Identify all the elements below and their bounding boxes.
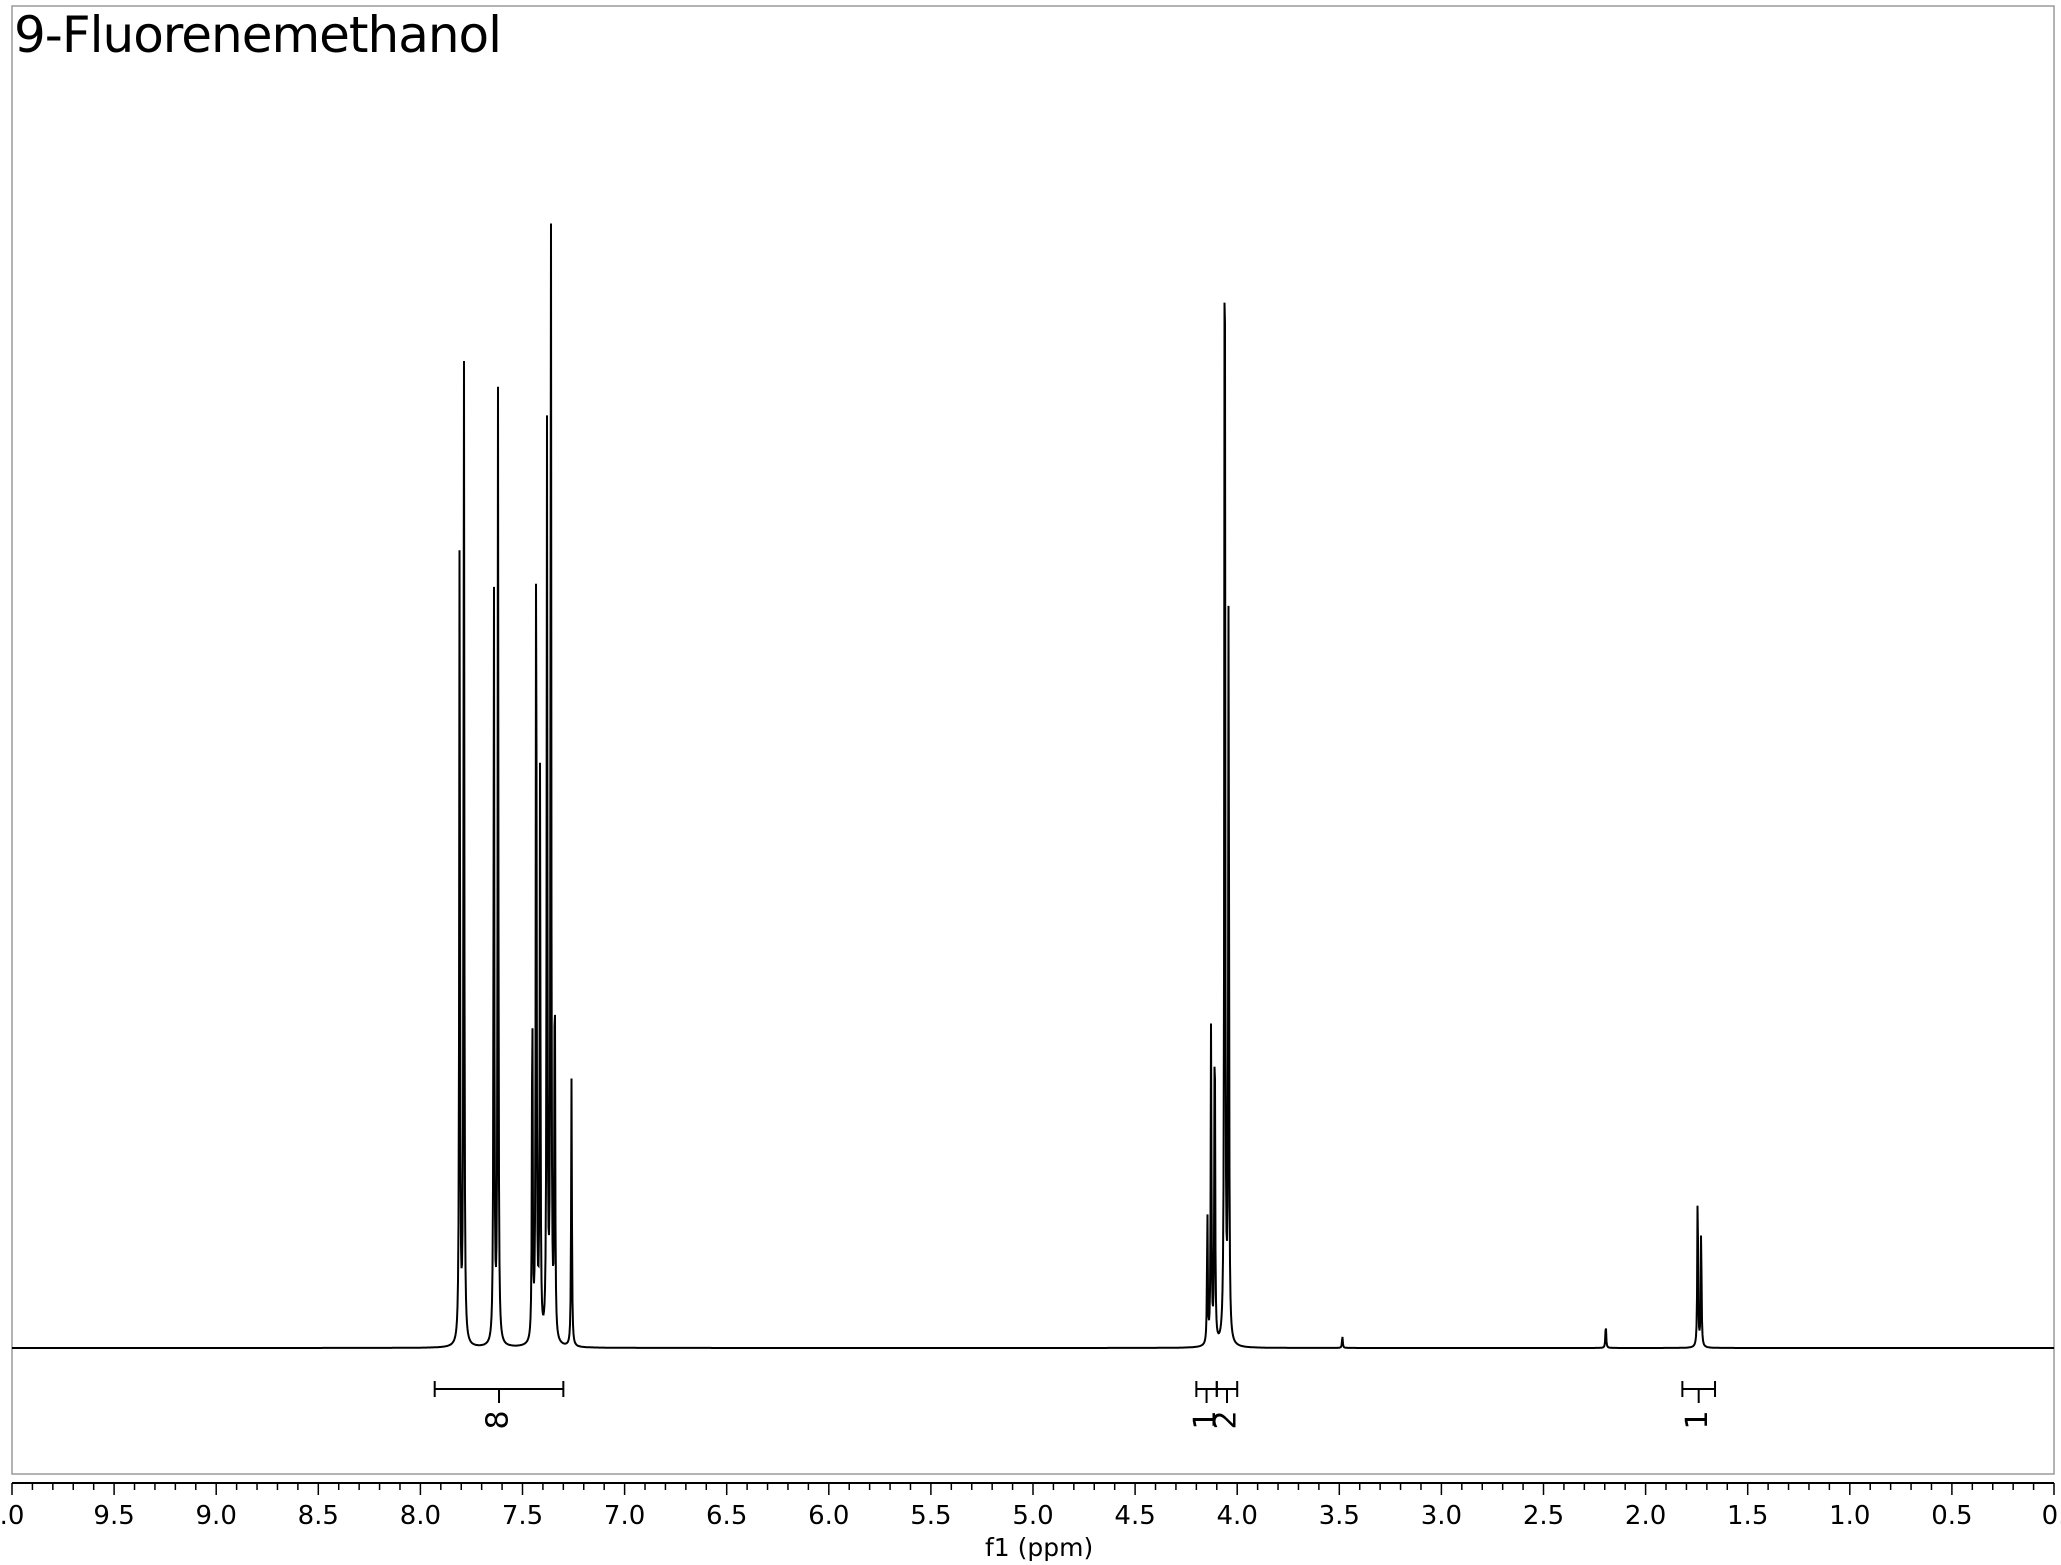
x-tick-label-1: 9.5 — [93, 1501, 134, 1531]
integral-label-1: 1 — [1188, 1410, 1223, 1429]
integral-2: 2 — [1209, 1381, 1244, 1430]
x-axis-label: f1 (ppm) — [985, 1533, 1094, 1562]
integral-3: 1 — [1680, 1381, 1717, 1430]
peak-point-9 — [553, 944, 557, 948]
x-tick-label-20: 0. — [2042, 1501, 2061, 1531]
x-tick-label-12: 4.0 — [1217, 1501, 1258, 1531]
integral-label-0: 8 — [481, 1410, 516, 1429]
x-tick-label-13: 3.5 — [1319, 1501, 1360, 1531]
integral-label-2: 2 — [1209, 1410, 1244, 1429]
x-tick-label-18: 1.0 — [1829, 1501, 1870, 1531]
peak-point-5 — [534, 475, 538, 479]
x-tick-label-4: 8.0 — [400, 1501, 441, 1531]
x-tick-label-19: 0.5 — [1931, 1501, 1972, 1531]
peak-point-19 — [1699, 1225, 1703, 1229]
x-tick-label-8: 6.0 — [808, 1501, 849, 1531]
peak-point-13 — [1213, 998, 1217, 1002]
x-tick-label-6: 7.0 — [604, 1501, 645, 1531]
x-tick-label-17: 1.5 — [1727, 1501, 1768, 1531]
peak-point-17 — [1604, 1322, 1608, 1326]
x-tick-label-5: 7.5 — [502, 1501, 543, 1531]
x-tick-label-11: 4.5 — [1114, 1501, 1155, 1531]
x-tick-label-9: 5.5 — [910, 1501, 951, 1531]
peak-point-0 — [458, 515, 462, 519]
x-tick-label-10: 5.0 — [1012, 1501, 1053, 1531]
integral-label-3: 1 — [1680, 1410, 1715, 1429]
x-tick-label-2: 9.0 — [196, 1501, 237, 1531]
peak-point-1 — [462, 314, 466, 318]
peak-point-8 — [549, 167, 553, 171]
peak-point-2 — [492, 569, 496, 573]
peak-point-15 — [1227, 569, 1231, 573]
x-tick-label-16: 2.0 — [1625, 1501, 1666, 1531]
peak-point-4 — [530, 984, 534, 988]
spectrum-trace — [12, 223, 2054, 1349]
chart-title: 9-Fluorenemethanol — [14, 6, 502, 64]
x-tick-label-3: 8.5 — [298, 1501, 339, 1531]
integral-0: 8 — [433, 1381, 565, 1430]
x-tick-label-14: 3.0 — [1421, 1501, 1462, 1531]
x-tick-label-15: 2.5 — [1523, 1501, 1564, 1531]
x-tick-label-7: 6.5 — [706, 1501, 747, 1531]
peak-point-18 — [1696, 1185, 1700, 1189]
x-tick-label-0: .0 — [0, 1501, 24, 1531]
plot-frame — [11, 5, 2055, 1475]
